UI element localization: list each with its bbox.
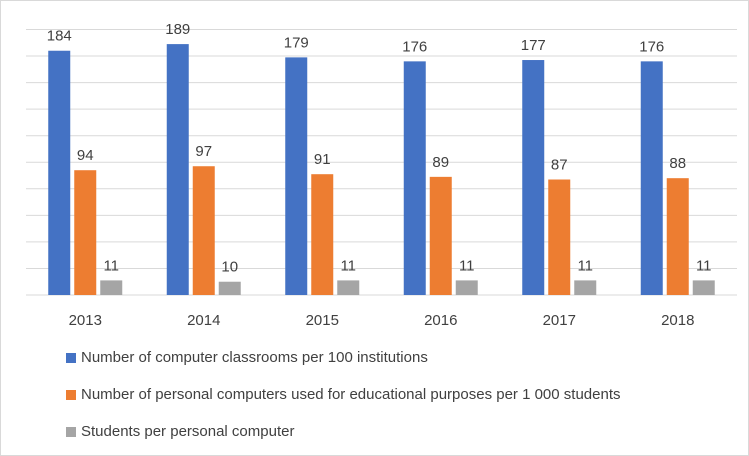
x-tick-label: 2018 xyxy=(661,312,694,329)
data-label: 177 xyxy=(521,37,546,54)
legend-label: Students per personal computer xyxy=(81,423,294,440)
x-tick-label: 2013 xyxy=(69,312,102,329)
legend-swatch xyxy=(66,427,76,437)
x-tick-label: 2015 xyxy=(306,312,339,329)
bar xyxy=(403,61,426,295)
x-tick-label: 2014 xyxy=(187,312,220,329)
bar xyxy=(666,178,689,295)
legend-swatch xyxy=(66,390,76,400)
data-label: 87 xyxy=(551,156,568,173)
data-label: 176 xyxy=(402,38,427,55)
bar xyxy=(692,280,715,295)
bar xyxy=(429,176,452,295)
bar xyxy=(574,280,597,295)
bar xyxy=(337,280,360,295)
bar xyxy=(218,281,241,295)
bar xyxy=(74,170,97,295)
data-label: 11 xyxy=(459,257,475,274)
data-label: 184 xyxy=(47,28,72,45)
data-label: 176 xyxy=(639,38,664,55)
bar xyxy=(311,174,334,295)
data-label: 94 xyxy=(77,147,94,164)
data-label: 10 xyxy=(221,259,238,276)
bar xyxy=(48,50,71,295)
bar xyxy=(285,57,308,295)
bar xyxy=(166,44,189,295)
bar xyxy=(192,166,215,295)
x-tick-label: 2016 xyxy=(424,312,457,329)
legend-label: Number of computer classrooms per 100 in… xyxy=(81,349,428,366)
data-label: 189 xyxy=(165,21,190,38)
data-label: 91 xyxy=(314,151,331,168)
data-label: 11 xyxy=(340,257,356,274)
data-label: 88 xyxy=(669,155,686,172)
bar xyxy=(640,61,663,295)
data-label: 179 xyxy=(284,34,309,51)
data-label: 89 xyxy=(432,154,449,171)
bar xyxy=(100,280,123,295)
data-label: 11 xyxy=(696,257,712,274)
legend-swatch xyxy=(66,353,76,363)
data-label: 11 xyxy=(577,257,593,274)
bar xyxy=(548,179,571,295)
data-label: 97 xyxy=(195,143,212,160)
bar xyxy=(522,60,545,295)
data-label: 11 xyxy=(103,257,119,274)
x-tick-label: 2017 xyxy=(543,312,576,329)
bar xyxy=(455,280,478,295)
legend-label: Number of personal computers used for ed… xyxy=(81,386,621,403)
